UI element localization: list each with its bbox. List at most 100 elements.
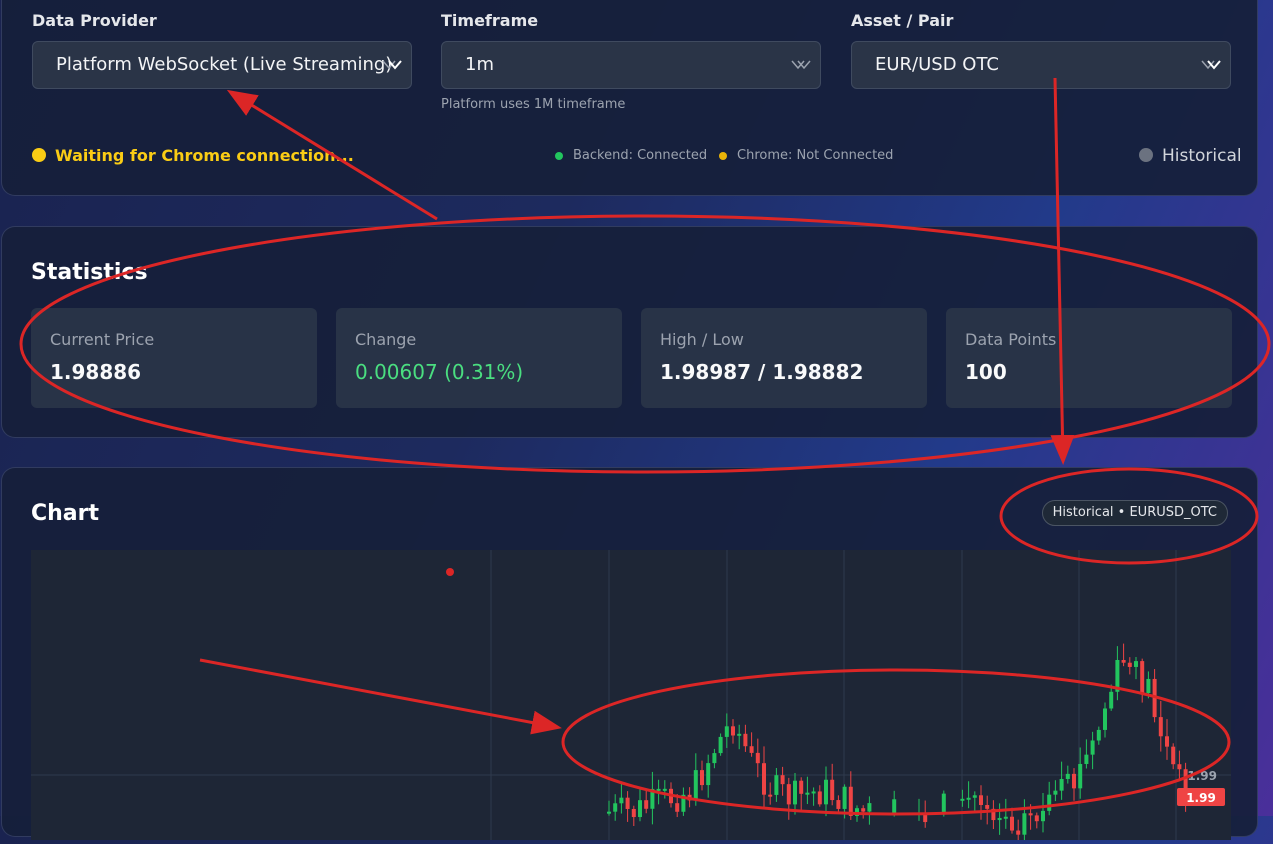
candle-body: [656, 788, 661, 791]
timeframe-hint: Platform uses 1M timeframe: [441, 97, 626, 112]
candle-body: [966, 797, 971, 800]
candle-body: [985, 805, 990, 809]
candle-body: [1134, 661, 1138, 667]
candle-body: [613, 803, 618, 812]
stat-label: Change: [355, 330, 417, 349]
chevron-down-icon: [791, 60, 811, 70]
candle-body: [1084, 754, 1089, 764]
candle-body: [1096, 729, 1101, 741]
provider-select[interactable]: Platform WebSocket (Live Streaming): [32, 41, 412, 89]
candle-body: [830, 779, 835, 801]
candle-body: [1140, 661, 1145, 694]
candle-body: [1103, 708, 1107, 730]
candle-body: [1034, 815, 1039, 822]
candle-body: [793, 780, 797, 805]
candle-body: [743, 733, 748, 747]
chrome-status: Chrome: Not Connected: [737, 148, 894, 163]
candle-body: [861, 808, 866, 812]
controls-panel: Data Provider Platform WebSocket (Live S…: [1, 0, 1258, 196]
candle-body: [712, 753, 717, 764]
statistics-title: Statistics: [31, 260, 148, 285]
candle-body: [1115, 659, 1120, 692]
candle-body: [1010, 816, 1014, 831]
candle-body: [1177, 764, 1182, 770]
candle-body: [1165, 736, 1169, 747]
candle-body: [731, 726, 735, 736]
stat-value: 1.98987 / 1.98882: [660, 360, 864, 384]
candle-body: [700, 770, 704, 786]
candle-body: [1127, 662, 1132, 667]
candle-body: [625, 797, 630, 809]
stat-label: High / Low: [660, 330, 744, 349]
candle-body: [997, 817, 1002, 821]
candle-body: [1072, 773, 1076, 789]
candle-body: [693, 770, 698, 801]
candle-body: [855, 808, 859, 816]
backend-status-dot: [555, 152, 563, 160]
candle-body: [848, 786, 853, 816]
candle-body: [681, 794, 686, 812]
candle-body: [836, 800, 841, 809]
candle-body: [638, 800, 642, 818]
provider-label: Data Provider: [32, 11, 157, 30]
stat-card-data-points: Data Points 100: [946, 308, 1232, 408]
stat-card-change: Change 0.00607 (0.31%): [336, 308, 622, 408]
candle-body: [1022, 813, 1027, 835]
timeframe-label: Timeframe: [441, 11, 539, 30]
candle-body: [724, 726, 729, 737]
statistics-panel: Statistics Current Price 1.98886 Change …: [1, 226, 1258, 438]
candle-body: [669, 788, 673, 804]
candle-body: [817, 791, 822, 805]
chrome-status-dot: [719, 152, 727, 160]
candlestick-plot: 1.99 1.99: [31, 550, 1231, 844]
candle-body: [1090, 740, 1095, 755]
candle-body: [979, 795, 983, 806]
candle-body: [786, 784, 791, 805]
backend-status: Backend: Connected: [573, 148, 708, 163]
stat-value: 1.98886: [50, 360, 142, 384]
candle-body: [824, 779, 828, 805]
candle-body: [972, 795, 977, 798]
candle-body: [718, 736, 723, 754]
candle-body: [960, 798, 965, 801]
candle-body: [706, 763, 711, 786]
candle-body: [805, 792, 810, 795]
candle-body: [1152, 678, 1157, 718]
provider-select-value: Platform WebSocket (Live Streaming): [56, 54, 393, 75]
candle-body: [1065, 773, 1070, 779]
candle-body: [737, 733, 742, 736]
candle-body: [780, 775, 785, 785]
timeframe-select[interactable]: 1m: [441, 41, 821, 89]
candle-body: [1158, 717, 1163, 737]
candle-body: [619, 797, 624, 804]
chevron-down-icon: [382, 60, 402, 70]
candle-body: [917, 812, 921, 815]
candle-body: [755, 752, 760, 764]
chevron-down-icon: [1201, 60, 1221, 70]
asset-select[interactable]: EUR/USD OTC: [851, 41, 1231, 89]
candle-body: [662, 788, 667, 791]
candle-body: [892, 799, 897, 814]
candle-body: [1121, 659, 1126, 663]
chart-title: Chart: [31, 501, 100, 526]
candle-body: [768, 794, 773, 797]
historical-mode-dot[interactable]: [1139, 148, 1153, 162]
historical-mode-label[interactable]: Historical: [1162, 146, 1242, 166]
connection-status-text: Waiting for Chrome connection...: [55, 146, 354, 165]
candle-body: [1016, 830, 1021, 835]
candles: [607, 643, 1188, 844]
candle-body: [1053, 790, 1058, 795]
stat-card-current-price: Current Price 1.98886: [31, 308, 317, 408]
candle-body: [687, 794, 692, 801]
candle-body: [1109, 691, 1114, 709]
stat-label: Current Price: [50, 330, 155, 349]
asset-label: Asset / Pair: [851, 11, 954, 30]
stat-label: Data Points: [965, 330, 1057, 349]
candle-body: [762, 763, 766, 795]
price-axis-label: 1.99: [1187, 769, 1217, 783]
candle-body: [644, 800, 649, 809]
candle-body: [867, 803, 872, 812]
candlestick-chart[interactable]: 1.99 1.99: [31, 550, 1231, 844]
candle-body: [923, 812, 928, 823]
current-price-tag: 1.99: [1186, 791, 1216, 805]
